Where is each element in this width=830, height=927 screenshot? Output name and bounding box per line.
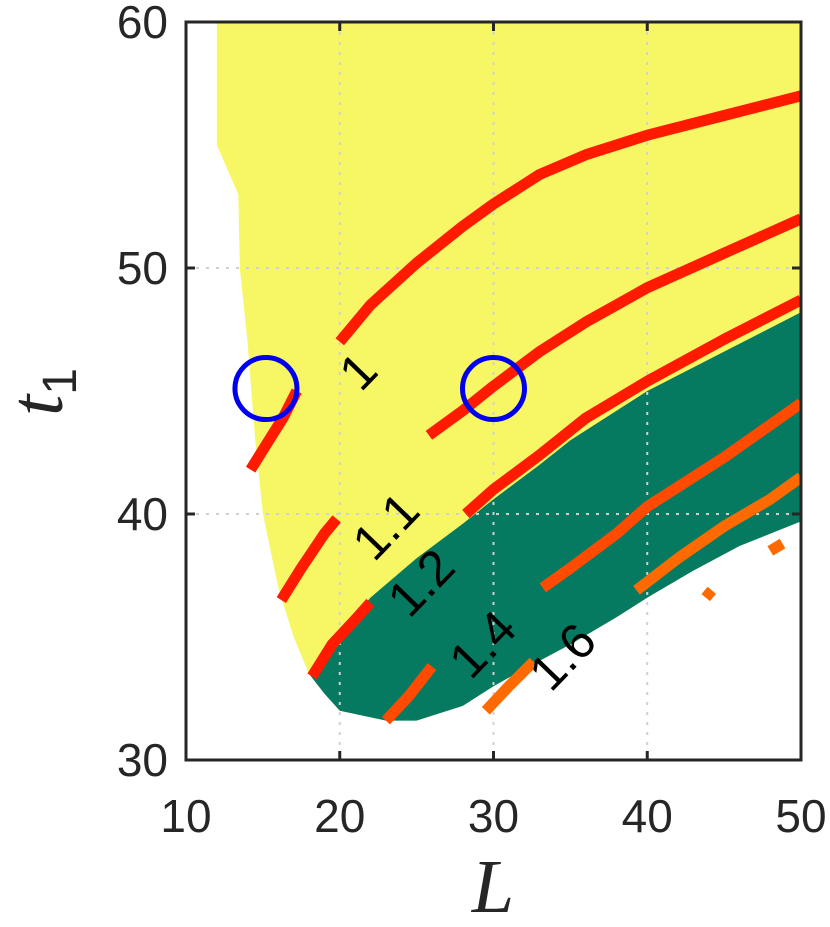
y-tick-label: 50 [117, 242, 168, 294]
y-tick-label: 40 [117, 488, 168, 540]
y-axis-label-main: t [0, 393, 79, 416]
contour-line [701, 586, 717, 602]
contour-line [307, 598, 375, 680]
contour-line [633, 472, 801, 595]
contour-line [276, 515, 341, 604]
region-highlighted_region [309, 312, 801, 721]
x-tick-label: 20 [314, 790, 365, 842]
x-tick-label: 30 [468, 790, 519, 842]
contour-line [767, 538, 786, 556]
y-axis-label-subscript: 1 [34, 368, 87, 395]
y-tick-label: 30 [117, 734, 168, 786]
x-tick-label: 40 [622, 790, 673, 842]
contour-line [481, 657, 538, 715]
x-tick-label: 50 [775, 790, 826, 842]
tick-layer: 10 20 30 40 50 30 40 50 60 [117, 0, 827, 842]
contour-line [462, 295, 801, 519]
y-axis-label: t1 [0, 368, 87, 416]
marker-circle [460, 355, 527, 423]
x-tick-label: 10 [160, 790, 211, 842]
y-tick-label: 60 [117, 0, 168, 48]
contour-line [539, 398, 801, 593]
marker-layer [232, 355, 527, 423]
contour-line [381, 663, 437, 725]
x-axis-label: L [471, 845, 514, 927]
contour-line [335, 90, 801, 346]
marker-circle [232, 355, 300, 423]
